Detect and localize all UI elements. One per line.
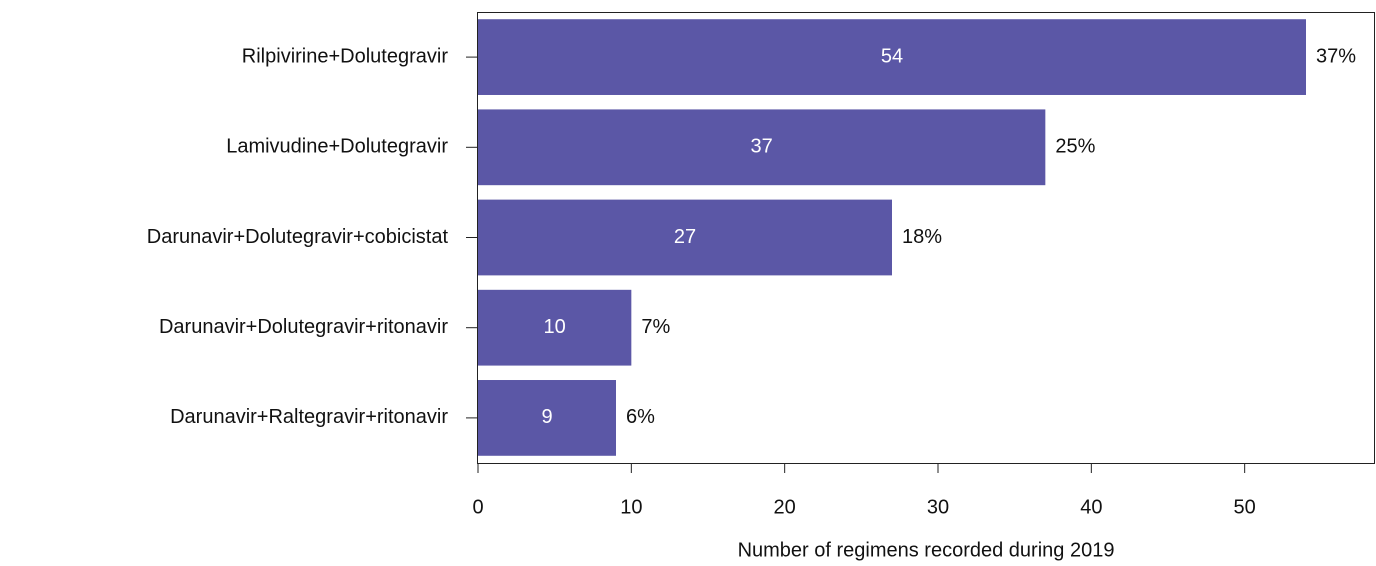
y-tick-label: Darunavir+Dolutegravir+ritonavir	[159, 316, 448, 338]
share-label: 25%	[1055, 136, 1095, 158]
share-label: 7%	[641, 316, 670, 338]
y-tick-label: Rilpivirine+Dolutegravir	[242, 45, 449, 67]
y-tick-label: Lamivudine+Dolutegravir	[226, 136, 448, 158]
y-tick-label: Darunavir+Raltegravir+ritonavir	[170, 406, 448, 428]
y-tick-label: Darunavir+Dolutegravir+cobicistat	[147, 226, 449, 248]
share-label: 37%	[1316, 45, 1356, 67]
bar	[478, 109, 1046, 186]
x-tick-label: 40	[1080, 496, 1102, 518]
bar	[478, 380, 616, 456]
share-label: 18%	[902, 226, 942, 248]
x-tick-label: 10	[620, 496, 642, 518]
bar-value-label: 37	[751, 136, 773, 158]
bar-value-label: 9	[541, 406, 552, 428]
x-tick-label: 20	[774, 496, 796, 518]
bar-value-label: 27	[674, 226, 696, 248]
bar-value-label: 54	[881, 45, 903, 67]
x-axis-title: Number of regimens recorded during 2019	[738, 539, 1115, 561]
share-label: 6%	[626, 406, 655, 428]
bar	[478, 19, 1306, 95]
bar-value-label: 10	[544, 316, 566, 338]
x-tick-label: 30	[927, 496, 949, 518]
x-tick-label: 50	[1234, 496, 1256, 518]
x-tick-label: 0	[472, 496, 483, 518]
bar	[478, 199, 892, 276]
bar	[478, 289, 632, 366]
